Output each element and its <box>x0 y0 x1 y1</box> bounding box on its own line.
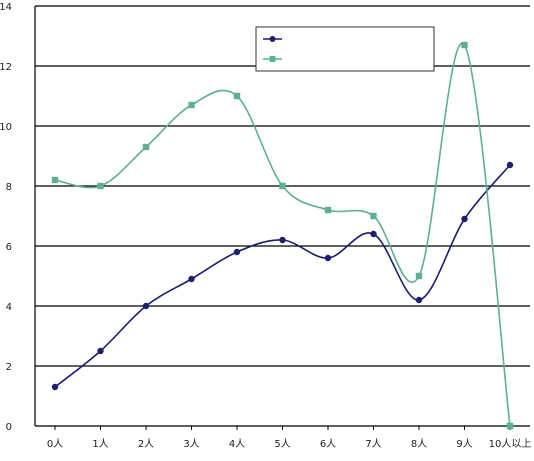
y-tick-label-2: 2 <box>6 362 12 373</box>
x-tick-label-3: 3人 <box>183 438 199 450</box>
y-tick-label-0: 0 <box>6 422 12 433</box>
series-layer <box>51 41 514 430</box>
series-1-point-8 <box>415 296 423 304</box>
series-2-point-10 <box>506 422 514 430</box>
series-2-line <box>54 42 511 427</box>
series-2-point-9 <box>461 41 468 49</box>
x-tick-label-4: 4人 <box>229 438 245 450</box>
series-2-point-7 <box>370 212 377 220</box>
x-tick-label-9: 9人 <box>456 438 472 450</box>
series-1-point-9 <box>461 215 468 223</box>
series-2-point-6 <box>324 206 332 214</box>
series-2-point-8 <box>415 272 423 280</box>
series-1-point-5 <box>279 236 286 244</box>
y-tick-label-10: 10 <box>0 122 12 133</box>
x-tick-label-0: 0人 <box>47 438 63 450</box>
series-1-point-1 <box>97 347 104 355</box>
y-tick-label-14: 14 <box>0 2 12 13</box>
series-2-point-2 <box>142 143 150 151</box>
series-2-point-3 <box>188 101 195 109</box>
series-1-point-4 <box>233 248 241 256</box>
y-tick-label-8: 8 <box>6 182 12 193</box>
y-tick-label-4: 4 <box>6 302 12 313</box>
legend <box>255 26 435 72</box>
x-tick-label-5: 5人 <box>274 438 290 450</box>
series-1-point-2 <box>142 302 150 310</box>
series-1-point-6 <box>324 254 332 262</box>
y-tick-label-12: 12 <box>0 62 12 73</box>
series-1-point-3 <box>188 275 195 283</box>
y-tick-label-6: 6 <box>6 242 12 253</box>
series-2-point-5 <box>279 182 286 190</box>
tick-labels: 0 2 4 6 8 10 12 14 0人 1人 2人 3人 4人 5人 6人 7人 8人 9人 10人以上 <box>0 2 531 450</box>
series-1-point-7 <box>370 230 377 238</box>
series-1-line <box>54 164 511 388</box>
series-1-point-0 <box>51 383 59 391</box>
x-tick-label-2: 2人 <box>138 438 154 450</box>
legend-box <box>255 26 435 72</box>
x-tick-label-7: 7人 <box>365 438 381 450</box>
x-tick-label-8: 8人 <box>411 438 427 450</box>
series-2-point-0 <box>51 176 59 184</box>
series-2-point-4 <box>233 92 241 100</box>
legend-series-1-marker <box>269 36 276 42</box>
axes <box>34 6 530 430</box>
x-tick-label-1: 1人 <box>92 438 108 450</box>
x-tick-label-6: 6人 <box>320 438 336 450</box>
series-2-point-1 <box>97 182 104 190</box>
x-tick-label-10: 10人以上 <box>489 438 532 450</box>
legend-series-2-marker <box>269 56 276 62</box>
series-1-point-10 <box>506 161 514 169</box>
